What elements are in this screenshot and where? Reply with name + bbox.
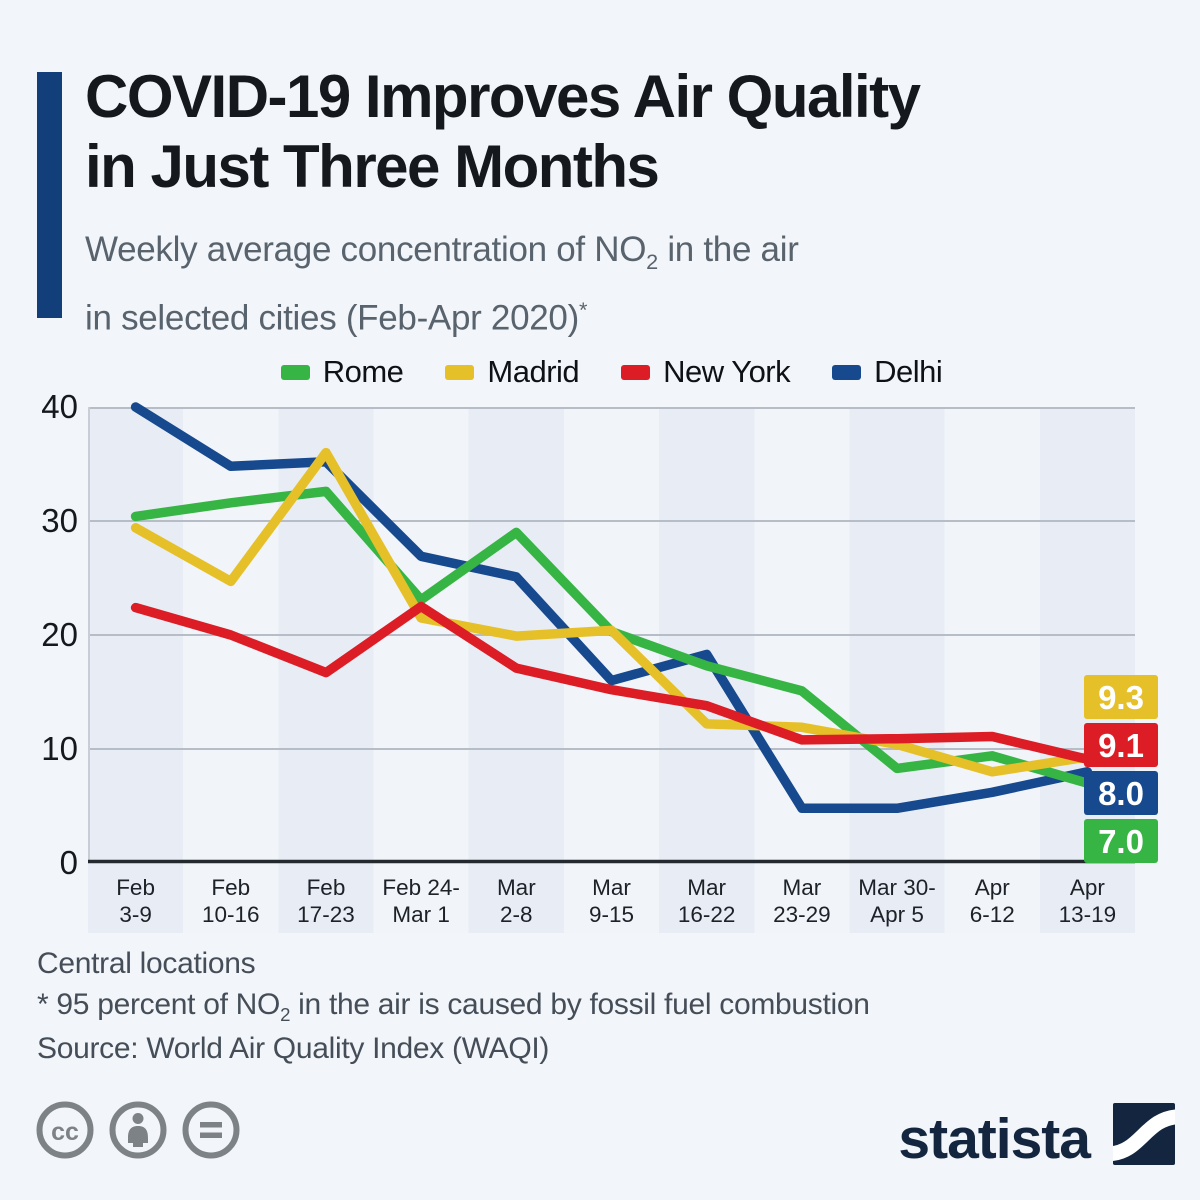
x-tick-line: 6-12 (969, 902, 1015, 927)
x-tick-line: 10-16 (201, 902, 260, 927)
x-tick-line: Mar 1 (392, 902, 450, 927)
subscript-2: 2 (280, 1004, 291, 1025)
x-tick-line: 23-29 (773, 902, 831, 927)
subtitle-line-2: in selected cities (Feb-Apr 2020)* (85, 297, 588, 338)
x-tick-line: Mar (687, 875, 727, 900)
x-tick-label-apr-13-19: Apr 13-19 (1039, 874, 1135, 928)
y-tick-label-20: 20 (41, 616, 78, 653)
y-tick-label-10: 10 (41, 730, 78, 767)
x-tick-line: Feb (211, 875, 251, 900)
x-tick-label-mar-2-8: Mar 2-8 (468, 874, 564, 928)
x-tick-line: Mar (592, 875, 631, 900)
x-tick-line: Apr 5 (870, 902, 924, 927)
end-value-box-rome: 7.0 (1084, 819, 1158, 863)
end-value-box-delhi: 8.0 (1084, 771, 1158, 815)
x-tick-label-mar-23-29: Mar 23-29 (754, 874, 850, 928)
x-tick-line: 16-22 (677, 902, 736, 927)
source-line: Source: World Air Quality Index (WAQI) (37, 1032, 550, 1065)
cc-icon[interactable]: cc (35, 1100, 95, 1160)
x-tick-line: Mar (782, 875, 822, 900)
footnote-asterisk: * 95 percent of NO2 in the air is caused… (37, 988, 870, 1025)
line-chart (88, 402, 1135, 864)
x-tick-label-feb-17-23: Feb 17-23 (278, 874, 374, 928)
svg-text:cc: cc (51, 1118, 79, 1146)
x-tick-label-mar-30-apr-5: Mar 30- Apr 5 (849, 874, 945, 928)
series-line-new-york (130, 601, 1093, 765)
x-tick-line: 3-9 (119, 902, 152, 927)
x-tick-line: Mar (496, 875, 536, 900)
x-tick-label-feb-24-mar-1: Feb 24- Mar 1 (373, 874, 469, 928)
y-tick-label-40: 40 (41, 388, 78, 425)
attribution-person-icon[interactable] (108, 1100, 168, 1160)
title-accent-bar (37, 72, 62, 318)
x-tick-label-apr-6-12: Apr 6-12 (944, 874, 1040, 928)
title-line-2: in Just Three Months (85, 133, 660, 200)
page-title: COVID-19 Improves Air Quality in Just Th… (85, 62, 921, 202)
x-tick-line: Apr (1069, 875, 1105, 900)
x-tick-label-feb-10-16: Feb 10-16 (183, 874, 279, 928)
legend-label: New York (663, 354, 791, 389)
subscript-2: 2 (646, 249, 658, 274)
x-tick-line: Apr (974, 875, 1010, 900)
x-tick-line: Mar 30- (858, 875, 936, 900)
x-tick-line: Feb (306, 875, 346, 900)
legend-label: Rome (322, 354, 404, 389)
x-tick-line: 9-15 (588, 902, 635, 927)
series-line-madrid (130, 447, 1093, 777)
legend-swatch-delhi (832, 364, 862, 380)
x-tick-line: 13-19 (1058, 902, 1117, 927)
statista-logo-text[interactable]: statista (898, 1107, 1091, 1171)
footnote-central-locations: Central locations (37, 947, 256, 980)
statista-logo-mark[interactable] (1113, 1103, 1175, 1165)
y-tick-label-0: 0 (59, 844, 78, 881)
no-derivatives-equals-icon[interactable] (181, 1100, 241, 1160)
title-line-1: COVID-19 Improves Air Quality (85, 63, 921, 130)
legend-label: Madrid (487, 354, 580, 389)
x-tick-line: 2-8 (500, 902, 533, 927)
legend-swatch-rome (280, 364, 310, 380)
page-subtitle: Weekly average concentration of NO2 in t… (85, 226, 799, 343)
end-value-box-new-york: 9.1 (1084, 723, 1158, 767)
chart-legend: Rome Madrid New York Delhi (88, 350, 1135, 394)
legend-label: Delhi (874, 354, 943, 389)
legend-swatch-madrid (445, 364, 475, 380)
cc-license-icons[interactable]: cc (35, 1100, 241, 1160)
x-tick-label-feb-3-9: Feb 3-9 (88, 874, 184, 928)
series-line-delhi (130, 402, 1093, 814)
x-tick-line: Feb (116, 875, 155, 900)
x-tick-line: 17-23 (297, 902, 355, 927)
footnote-marker: * (578, 297, 588, 322)
x-tick-label-mar-9-15: Mar 9-15 (564, 874, 660, 928)
legend-swatch-new-york (621, 364, 651, 380)
x-tick-line: Feb 24- (382, 875, 460, 900)
legend-item-new-york: New York (621, 354, 791, 390)
legend-item-madrid: Madrid (445, 354, 580, 390)
legend-item-rome: Rome (280, 354, 404, 390)
legend-item-delhi: Delhi (832, 354, 943, 390)
y-tick-label-30: 30 (41, 502, 78, 539)
end-value-box-madrid: 9.3 (1084, 675, 1158, 719)
x-tick-label-mar-16-22: Mar 16-22 (659, 874, 755, 928)
subtitle-line-1: Weekly average concentration of NO2 in t… (85, 230, 799, 274)
